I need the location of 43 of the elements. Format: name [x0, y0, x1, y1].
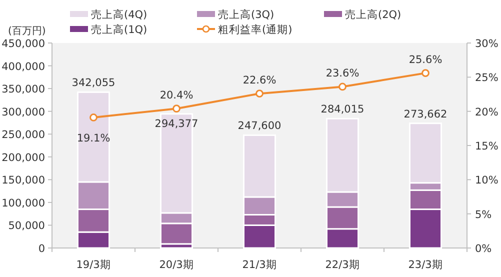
total-label: 294,377	[154, 118, 198, 130]
point	[256, 90, 264, 98]
y2-tick-label: 5%	[475, 208, 492, 221]
x-tick-label: 22/3期	[325, 259, 360, 271]
legend-label: 粗利益率(通期)	[218, 23, 292, 36]
point	[172, 104, 180, 113]
y-axis-title: (百万円)	[8, 26, 46, 37]
point	[90, 114, 98, 122]
y-tick-label: 200,000	[2, 152, 45, 164]
y-tick-label: 400,000	[2, 60, 45, 73]
total-label: 247,600	[238, 120, 282, 132]
data-label: 22.6%	[242, 74, 276, 87]
point	[422, 69, 430, 78]
y-tick-label: 0	[38, 243, 45, 255]
total-label: 342,055	[72, 77, 116, 90]
total-label: 273,662	[404, 108, 448, 120]
y-tick-label: 50,000	[8, 220, 45, 232]
y2-tick-label: 0%	[475, 243, 492, 255]
legend-label: 売上高(4Q)	[91, 8, 148, 21]
y2-tick-label: 15%	[475, 140, 498, 152]
legend-label: 売上高(3Q)	[218, 8, 274, 21]
legend-label: 売上高(1Q)	[91, 23, 148, 36]
y2-tick-label: 25%	[475, 72, 498, 84]
x-tick-label: 23/3期	[408, 259, 443, 271]
y-tick-label: 300,000	[2, 106, 45, 118]
y2-tick-label: 20%	[475, 106, 498, 118]
y-tick-label: 250,000	[2, 129, 45, 142]
data-label: 20.4%	[160, 90, 194, 102]
data-label: 23.6%	[326, 68, 360, 80]
data-label: 25.6%	[408, 54, 442, 66]
y-tick-label: 150,000	[2, 174, 45, 187]
y-tick-label: 450,000	[2, 38, 45, 50]
y2-tick-label: 10%	[475, 174, 498, 187]
x-tick-label: 21/3期	[242, 259, 277, 271]
y2-tick-label: 30%	[475, 38, 498, 50]
data-label: 19.1%	[76, 132, 110, 144]
x-tick-label: 19/3期	[76, 259, 111, 271]
point	[338, 82, 346, 91]
y-tick-label: 350,000	[2, 84, 45, 96]
legend-label: 売上高(2Q)	[345, 8, 402, 21]
total-label: 284,015	[320, 104, 364, 116]
y-tick-label: 100,000	[2, 197, 45, 210]
x-tick-label: 20/3期	[159, 259, 194, 271]
